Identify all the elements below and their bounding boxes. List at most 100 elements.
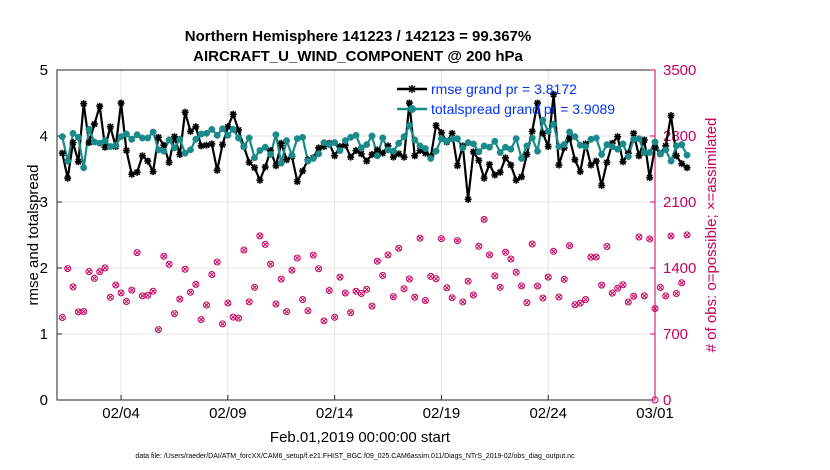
totalspread-point (64, 157, 72, 165)
totalspread-point (171, 144, 178, 152)
rmse-point (138, 152, 146, 160)
rmse-point (165, 158, 173, 166)
rmse-point (507, 161, 515, 169)
totalspread-point (336, 147, 344, 154)
obs-count-point (555, 293, 563, 301)
obs-count-point (106, 293, 114, 301)
obs-count-point (219, 320, 227, 328)
totalspread-point (459, 144, 467, 152)
totalspread-point (235, 134, 242, 142)
rmse-point (619, 158, 627, 166)
obs-count-point (667, 232, 675, 240)
totalspread-point (560, 141, 568, 149)
rmse-point (299, 167, 307, 175)
obs-count-point (502, 248, 509, 256)
rmse-point (203, 141, 210, 149)
y-right-tick-label: 3500 (663, 62, 696, 79)
obs-count-point (507, 255, 515, 263)
rmse-point (261, 163, 269, 171)
obs-count-point (96, 268, 104, 276)
totalspread-point (534, 147, 541, 155)
y-right-tick-label: 2100 (663, 194, 696, 211)
obs-count-point (181, 265, 189, 273)
totalspread-point (368, 132, 376, 140)
obs-count-point (437, 235, 445, 243)
obs-count-point (267, 260, 275, 268)
totalspread-point (165, 136, 173, 144)
obs-count-point (624, 298, 632, 306)
totalspread-point (518, 154, 525, 162)
obs-count-point (117, 289, 125, 297)
rmse-point (411, 152, 419, 160)
rmse-point (464, 195, 472, 203)
rmse-point (256, 176, 264, 184)
totalspread-point (619, 140, 627, 148)
obs-count-point (331, 313, 339, 321)
totalspread-point (277, 159, 285, 167)
totalspread-point (240, 143, 248, 151)
totalspread-point (539, 116, 547, 124)
obs-count-point (192, 280, 200, 288)
obs-count-point (309, 251, 317, 259)
rmse-point (448, 129, 456, 137)
rmse-point (373, 146, 381, 154)
obs-count-point (464, 277, 472, 285)
totalspread-point (475, 148, 483, 156)
totalspread-point (635, 135, 643, 143)
obs-count-point (272, 300, 280, 308)
obs-count-point (347, 309, 355, 317)
totalspread-point (309, 154, 317, 162)
rmse-point (74, 158, 82, 166)
rmse-point (646, 174, 654, 182)
rmse-point (80, 100, 88, 108)
rmse-point (491, 171, 499, 179)
obs-count-point (566, 242, 574, 250)
totalspread-point (267, 151, 275, 158)
rmse-point (400, 153, 408, 161)
rmse-point (502, 154, 509, 162)
rmse-point (672, 152, 680, 160)
obs-count-point (672, 290, 680, 298)
totalspread-point (389, 147, 397, 155)
totalspread-point (112, 141, 120, 149)
obs-count-point (528, 240, 536, 248)
totalspread-point (507, 145, 515, 153)
rmse-point (170, 133, 178, 141)
rmse-point (523, 150, 531, 158)
rmse-point (555, 161, 563, 169)
totalspread-point (614, 145, 622, 153)
obs-count-point (389, 293, 397, 301)
rmse-point (224, 123, 232, 131)
totalspread-point (582, 143, 590, 151)
obs-count-point (411, 293, 419, 301)
obs-count-point (512, 268, 520, 276)
obs-count-point (368, 302, 376, 310)
obs-count-point (304, 307, 312, 315)
rmse-point (272, 162, 280, 170)
obs-count-point (336, 273, 344, 281)
obs-count-point (662, 292, 670, 300)
totalspread-point (656, 150, 664, 158)
rmse-point (534, 99, 542, 107)
totalspread-point (272, 131, 280, 139)
obs-count-point (293, 254, 301, 262)
totalspread-point (624, 153, 632, 160)
obs-count-point (373, 257, 381, 265)
y-right-tick-label: 700 (663, 326, 688, 343)
y-left-tick-label: 3 (40, 194, 48, 211)
obs-count-point (64, 265, 72, 273)
rmse-point (405, 99, 413, 107)
totalspread-point (651, 138, 659, 146)
rmse-point (160, 141, 168, 149)
rmse-point (379, 149, 387, 157)
obs-count-point (640, 292, 648, 300)
obs-count-point (619, 281, 627, 289)
obs-count-point (288, 266, 296, 274)
rmse-point (144, 157, 152, 165)
totalspread-point (432, 147, 440, 155)
obs-count-point (518, 282, 526, 290)
rmse-point (469, 148, 477, 156)
chart-title-line-1: Northern Hemisphere 141223 / 142123 = 99… (185, 28, 531, 45)
obs-count-point (325, 286, 333, 294)
totalspread-point (101, 137, 109, 145)
